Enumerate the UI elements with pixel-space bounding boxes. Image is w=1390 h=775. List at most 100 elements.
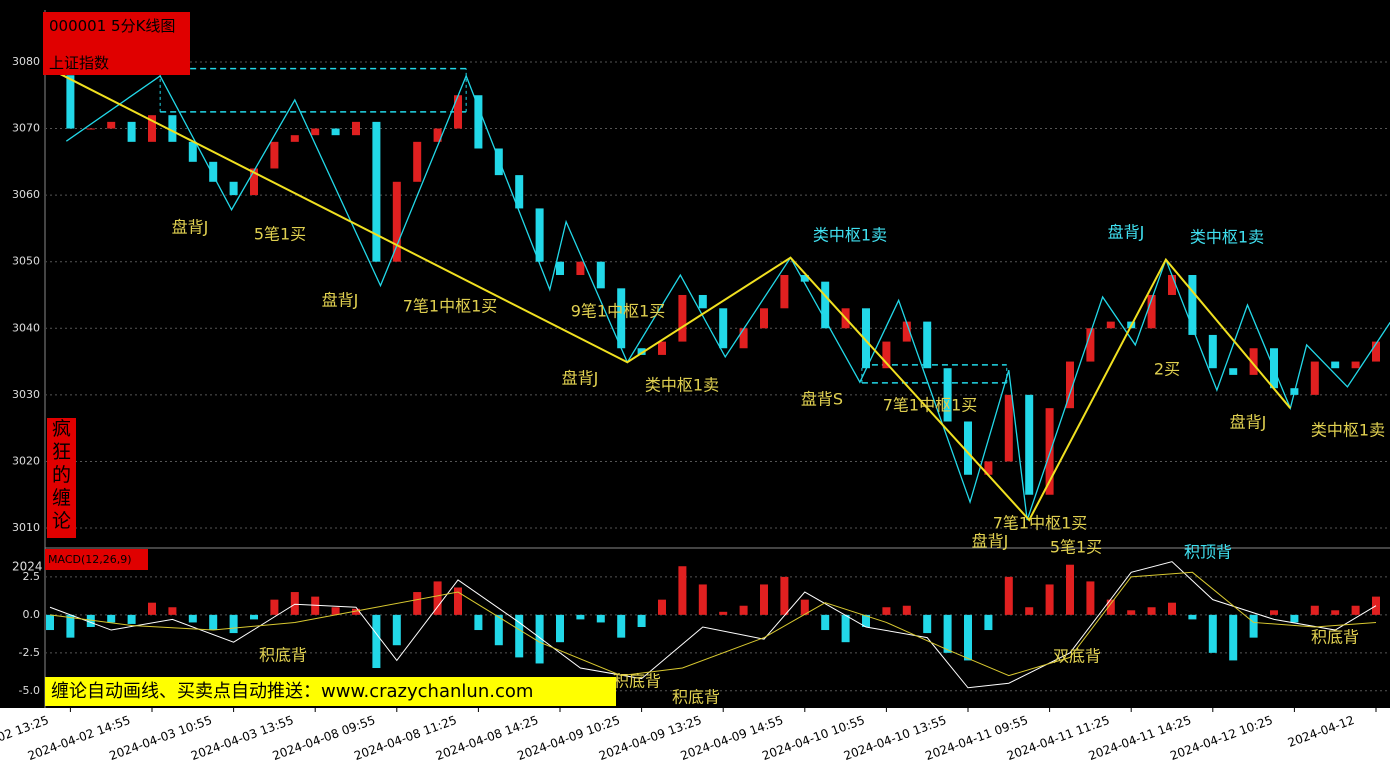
macd-bar (862, 614, 870, 627)
macd-bar (454, 587, 462, 615)
macd-bar (1310, 605, 1319, 615)
annotation: 类中枢1卖 (645, 376, 719, 395)
macd-bar (596, 614, 605, 623)
macd-bar (1249, 614, 1258, 638)
annotation: 9笔1中枢1买 (571, 302, 666, 321)
annotation: 盘背S (801, 390, 843, 409)
candle (800, 275, 809, 282)
y-tick-label: 3030 (12, 388, 40, 401)
candle (127, 121, 136, 142)
macd-bar (882, 607, 891, 615)
candle (1106, 321, 1115, 329)
macd-bar (46, 614, 54, 631)
macd-bar (678, 566, 687, 615)
macd-bar (923, 614, 932, 634)
y-tick-label: 0.0 (23, 608, 41, 621)
macd-bar (1066, 564, 1074, 615)
macd-bar (494, 614, 503, 646)
candle (1351, 361, 1360, 369)
macd-bar (188, 614, 197, 623)
annotation: 盘背J (1108, 223, 1145, 242)
annotation: 类中枢1卖 (1190, 228, 1264, 247)
macd-bar (352, 608, 360, 615)
candle (311, 128, 320, 136)
candle (923, 321, 932, 369)
candle (719, 308, 728, 349)
macd-bar (1208, 614, 1217, 653)
macd-bar (1168, 602, 1176, 615)
candle (1249, 348, 1258, 375)
candle (290, 135, 299, 142)
side-label: 疯狂的缠论 (47, 418, 76, 538)
macd-bar (270, 599, 279, 615)
candle (86, 128, 95, 130)
candle (515, 175, 524, 209)
macd-bar (86, 614, 95, 627)
macd-bar (698, 584, 707, 615)
macd-bar (209, 614, 218, 631)
candle (1066, 361, 1074, 409)
annotation: 7笔1中枢1买 (403, 297, 498, 316)
y-tick-label: 3010 (12, 521, 40, 534)
candle (596, 261, 605, 289)
candle (413, 141, 422, 182)
candle (188, 141, 197, 162)
candle (882, 341, 891, 369)
macd-bar (1106, 599, 1115, 615)
macd-bar (250, 614, 258, 620)
annotation: 5笔1买 (1050, 538, 1102, 557)
candle (1086, 328, 1095, 362)
candle (1310, 361, 1319, 395)
annotation: 盘背J (172, 218, 209, 237)
macd-bar (556, 614, 564, 643)
macd-bar (780, 576, 789, 615)
macd-bar (1004, 576, 1013, 615)
x-axis-area (0, 708, 1390, 775)
annotation: 2买 (1154, 360, 1180, 379)
candle (739, 328, 748, 349)
annotation: 积底背 (259, 646, 307, 665)
corner-label: 2024 (12, 560, 43, 574)
annotation: 盘背J (562, 369, 599, 388)
candle (698, 294, 707, 309)
macd-bar (148, 602, 156, 615)
candle (862, 308, 870, 369)
annotation: 积底背 (613, 672, 661, 691)
annotation: 5笔1买 (254, 225, 306, 244)
candle (331, 128, 340, 136)
candle (1147, 294, 1156, 329)
macd-bar (127, 614, 136, 624)
macd-bar (943, 614, 952, 653)
candle (250, 168, 258, 196)
macd-bar (290, 592, 299, 615)
macd-bar (658, 599, 666, 615)
macd-bar (617, 614, 626, 638)
candle (535, 208, 544, 262)
candle (1331, 361, 1340, 369)
annotation: 双底背 (1053, 647, 1101, 666)
macd-bar (1270, 610, 1278, 615)
annotation: 类中枢1卖 (1311, 421, 1385, 440)
macd-bar (739, 605, 748, 615)
annotation: 盘背J (322, 291, 359, 310)
macd-title: MACD(12,26,9) (45, 549, 148, 570)
macd-bar (331, 607, 340, 615)
annotation: 类中枢1卖 (813, 226, 887, 245)
macd-bar (66, 614, 75, 638)
candle (1045, 408, 1054, 495)
macd-bar (576, 614, 585, 620)
y-tick-label: 2.5 (23, 570, 41, 583)
candle (1025, 394, 1034, 495)
macd-bar (984, 614, 993, 631)
candle (576, 261, 585, 276)
annotation: 盘背J (972, 532, 1009, 551)
macd-bar (760, 584, 768, 615)
annotation: 7笔1中枢1买 (883, 396, 978, 415)
macd-bar (637, 614, 646, 627)
annotation: 盘背J (1230, 413, 1267, 432)
y-tick-label: -5.0 (19, 684, 40, 697)
y-tick-label: 3050 (12, 255, 40, 268)
candle (494, 148, 503, 176)
candle (964, 421, 972, 475)
